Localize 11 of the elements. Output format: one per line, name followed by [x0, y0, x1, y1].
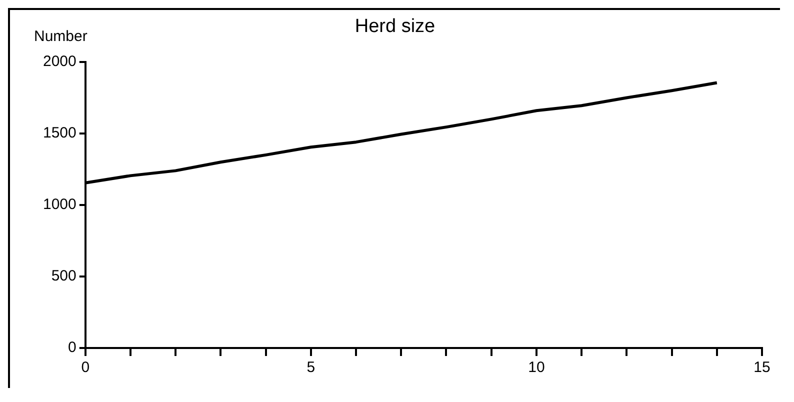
x-tick-label: 10: [528, 359, 545, 376]
y-tick-label: 2000: [42, 53, 76, 70]
y-tick-label: 500: [51, 268, 76, 285]
y-tick-label: 1000: [42, 196, 76, 214]
y-tick-label: 0: [68, 339, 76, 356]
chart-title: Herd size: [354, 16, 436, 37]
x-tick-label: 0: [81, 359, 90, 376]
x-tick-label: 15: [754, 359, 770, 376]
x-tick-label: 5: [306, 359, 316, 376]
y-tick-label: 1500: [42, 124, 76, 142]
y-axis-title: Number: [34, 28, 88, 45]
